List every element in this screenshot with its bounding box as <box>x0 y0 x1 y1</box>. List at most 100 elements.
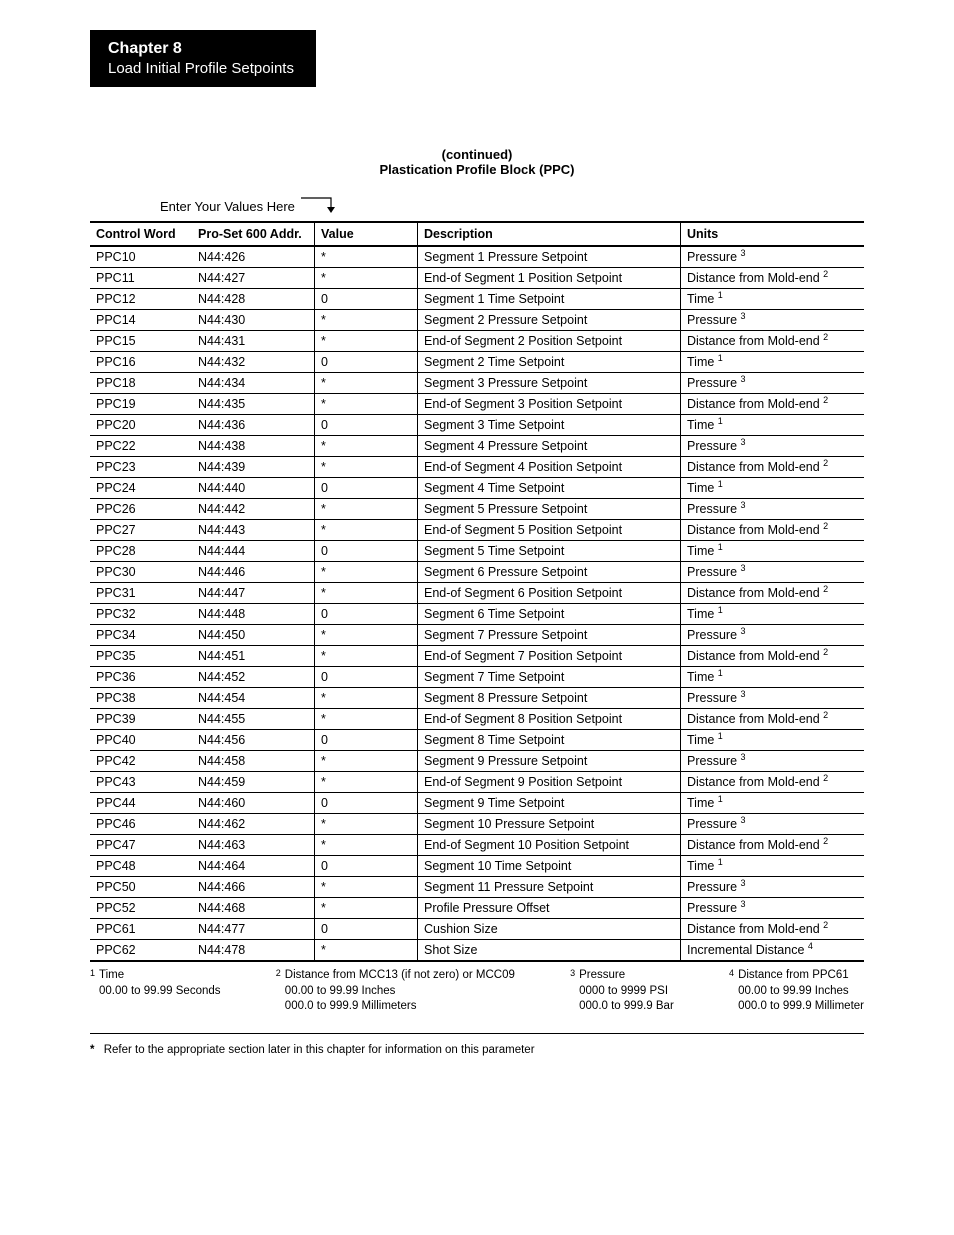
table-row: PPC50N44:466*Segment 11 Pressure Setpoin… <box>90 877 864 898</box>
table-row: PPC16N44:4320Segment 2 Time SetpointTime… <box>90 352 864 373</box>
units-superscript: 1 <box>718 416 723 426</box>
cell-control-word: PPC48 <box>90 856 192 877</box>
cell-value: * <box>315 940 418 962</box>
enter-values-label-row: Enter Your Values Here <box>0 195 954 217</box>
cell-addr: N44:431 <box>192 331 315 352</box>
cell-units: Pressure 3 <box>681 814 865 835</box>
cell-description: Segment 4 Pressure Setpoint <box>418 436 681 457</box>
table-body: PPC10N44:426*Segment 1 Pressure Setpoint… <box>90 246 864 961</box>
cell-units: Distance from Mold-end 2 <box>681 331 865 352</box>
cell-control-word: PPC47 <box>90 835 192 856</box>
arrow-down-icon <box>301 195 339 217</box>
units-superscript: 3 <box>741 437 746 447</box>
cell-control-word: PPC12 <box>90 289 192 310</box>
cell-control-word: PPC11 <box>90 268 192 289</box>
cell-description: Segment 8 Pressure Setpoint <box>418 688 681 709</box>
units-text: Time <box>687 859 718 873</box>
table-row: PPC22N44:438*Segment 4 Pressure Setpoint… <box>90 436 864 457</box>
cell-description: Profile Pressure Offset <box>418 898 681 919</box>
cell-units: Pressure 3 <box>681 562 865 583</box>
table-row: PPC48N44:4640Segment 10 Time SetpointTim… <box>90 856 864 877</box>
footnote-4-num: 4 <box>729 968 734 978</box>
table-row: PPC44N44:4600Segment 9 Time SetpointTime… <box>90 793 864 814</box>
units-text: Time <box>687 796 718 810</box>
table-row: PPC27N44:443*End-of Segment 5 Position S… <box>90 520 864 541</box>
cell-addr: N44:451 <box>192 646 315 667</box>
table-row: PPC46N44:462*Segment 10 Pressure Setpoin… <box>90 814 864 835</box>
table-row: PPC12N44:4280Segment 1 Time SetpointTime… <box>90 289 864 310</box>
cell-description: Segment 1 Pressure Setpoint <box>418 246 681 268</box>
cell-control-word: PPC39 <box>90 709 192 730</box>
cell-description: Segment 5 Time Setpoint <box>418 541 681 562</box>
footnote-4: 4 Distance from PPC61 00.00 to 99.99 Inc… <box>729 968 864 1015</box>
units-superscript: 2 <box>823 836 828 846</box>
cell-value: * <box>315 394 418 415</box>
cell-value: * <box>315 331 418 352</box>
table-row: PPC26N44:442*Segment 5 Pressure Setpoint… <box>90 499 864 520</box>
units-text: Time <box>687 544 718 558</box>
cell-addr: N44:446 <box>192 562 315 583</box>
cell-value: 0 <box>315 730 418 751</box>
cell-control-word: PPC42 <box>90 751 192 772</box>
cell-description: Cushion Size <box>418 919 681 940</box>
cell-addr: N44:452 <box>192 667 315 688</box>
cell-control-word: PPC18 <box>90 373 192 394</box>
table-row: PPC62N44:478*Shot SizeIncremental Distan… <box>90 940 864 962</box>
units-superscript: 3 <box>741 374 746 384</box>
cell-addr: N44:438 <box>192 436 315 457</box>
cell-units: Pressure 3 <box>681 246 865 268</box>
cell-control-word: PPC32 <box>90 604 192 625</box>
cell-units: Time 1 <box>681 478 865 499</box>
col-units: Units <box>681 222 865 246</box>
cell-units: Time 1 <box>681 604 865 625</box>
units-text: Distance from Mold-end <box>687 460 823 474</box>
table-row: PPC19N44:435*End-of Segment 3 Position S… <box>90 394 864 415</box>
cell-description: Segment 2 Time Setpoint <box>418 352 681 373</box>
cell-value: * <box>315 268 418 289</box>
units-text: Pressure <box>687 901 741 915</box>
cell-control-word: PPC16 <box>90 352 192 373</box>
col-addr: Pro-Set 600 Addr. <box>192 222 315 246</box>
footnote-3-line1: Pressure <box>579 968 674 984</box>
footnotes: 1 Time 00.00 to 99.99 Seconds 2 Distance… <box>90 968 864 1034</box>
cell-value: * <box>315 688 418 709</box>
cell-value: 0 <box>315 415 418 436</box>
table-row: PPC18N44:434*Segment 3 Pressure Setpoint… <box>90 373 864 394</box>
table-row: PPC14N44:430*Segment 2 Pressure Setpoint… <box>90 310 864 331</box>
units-text: Pressure <box>687 628 741 642</box>
units-superscript: 1 <box>718 479 723 489</box>
cell-control-word: PPC36 <box>90 667 192 688</box>
table-row: PPC42N44:458*Segment 9 Pressure Setpoint… <box>90 751 864 772</box>
cell-control-word: PPC23 <box>90 457 192 478</box>
cell-control-word: PPC15 <box>90 331 192 352</box>
units-superscript: 2 <box>823 332 828 342</box>
cell-control-word: PPC28 <box>90 541 192 562</box>
cell-addr: N44:444 <box>192 541 315 562</box>
cell-value: 0 <box>315 667 418 688</box>
table-row: PPC36N44:4520Segment 7 Time SetpointTime… <box>90 667 864 688</box>
units-text: Time <box>687 670 718 684</box>
table-title-line2: Plastication Profile Block (PPC) <box>0 162 954 177</box>
footnote-2-line3: 000.0 to 999.9 Millimeters <box>285 999 515 1015</box>
cell-control-word: PPC26 <box>90 499 192 520</box>
units-text: Distance from Mold-end <box>687 838 823 852</box>
cell-description: Segment 6 Pressure Setpoint <box>418 562 681 583</box>
table-row: PPC61N44:4770Cushion SizeDistance from M… <box>90 919 864 940</box>
units-superscript: 3 <box>741 311 746 321</box>
cell-description: End-of Segment 1 Position Setpoint <box>418 268 681 289</box>
footnote-1: 1 Time 00.00 to 99.99 Seconds <box>90 968 221 1015</box>
units-text: Pressure <box>687 250 741 264</box>
table-row: PPC28N44:4440Segment 5 Time SetpointTime… <box>90 541 864 562</box>
units-superscript: 4 <box>808 941 813 951</box>
table-row: PPC15N44:431*End-of Segment 2 Position S… <box>90 331 864 352</box>
units-text: Distance from Mold-end <box>687 712 823 726</box>
cell-description: End-of Segment 5 Position Setpoint <box>418 520 681 541</box>
cell-units: Pressure 3 <box>681 877 865 898</box>
table-row: PPC47N44:463*End-of Segment 10 Position … <box>90 835 864 856</box>
units-text: Time <box>687 733 718 747</box>
cell-units: Distance from Mold-end 2 <box>681 772 865 793</box>
cell-addr: N44:447 <box>192 583 315 604</box>
table-row: PPC38N44:454*Segment 8 Pressure Setpoint… <box>90 688 864 709</box>
cell-units: Pressure 3 <box>681 310 865 331</box>
units-text: Pressure <box>687 502 741 516</box>
